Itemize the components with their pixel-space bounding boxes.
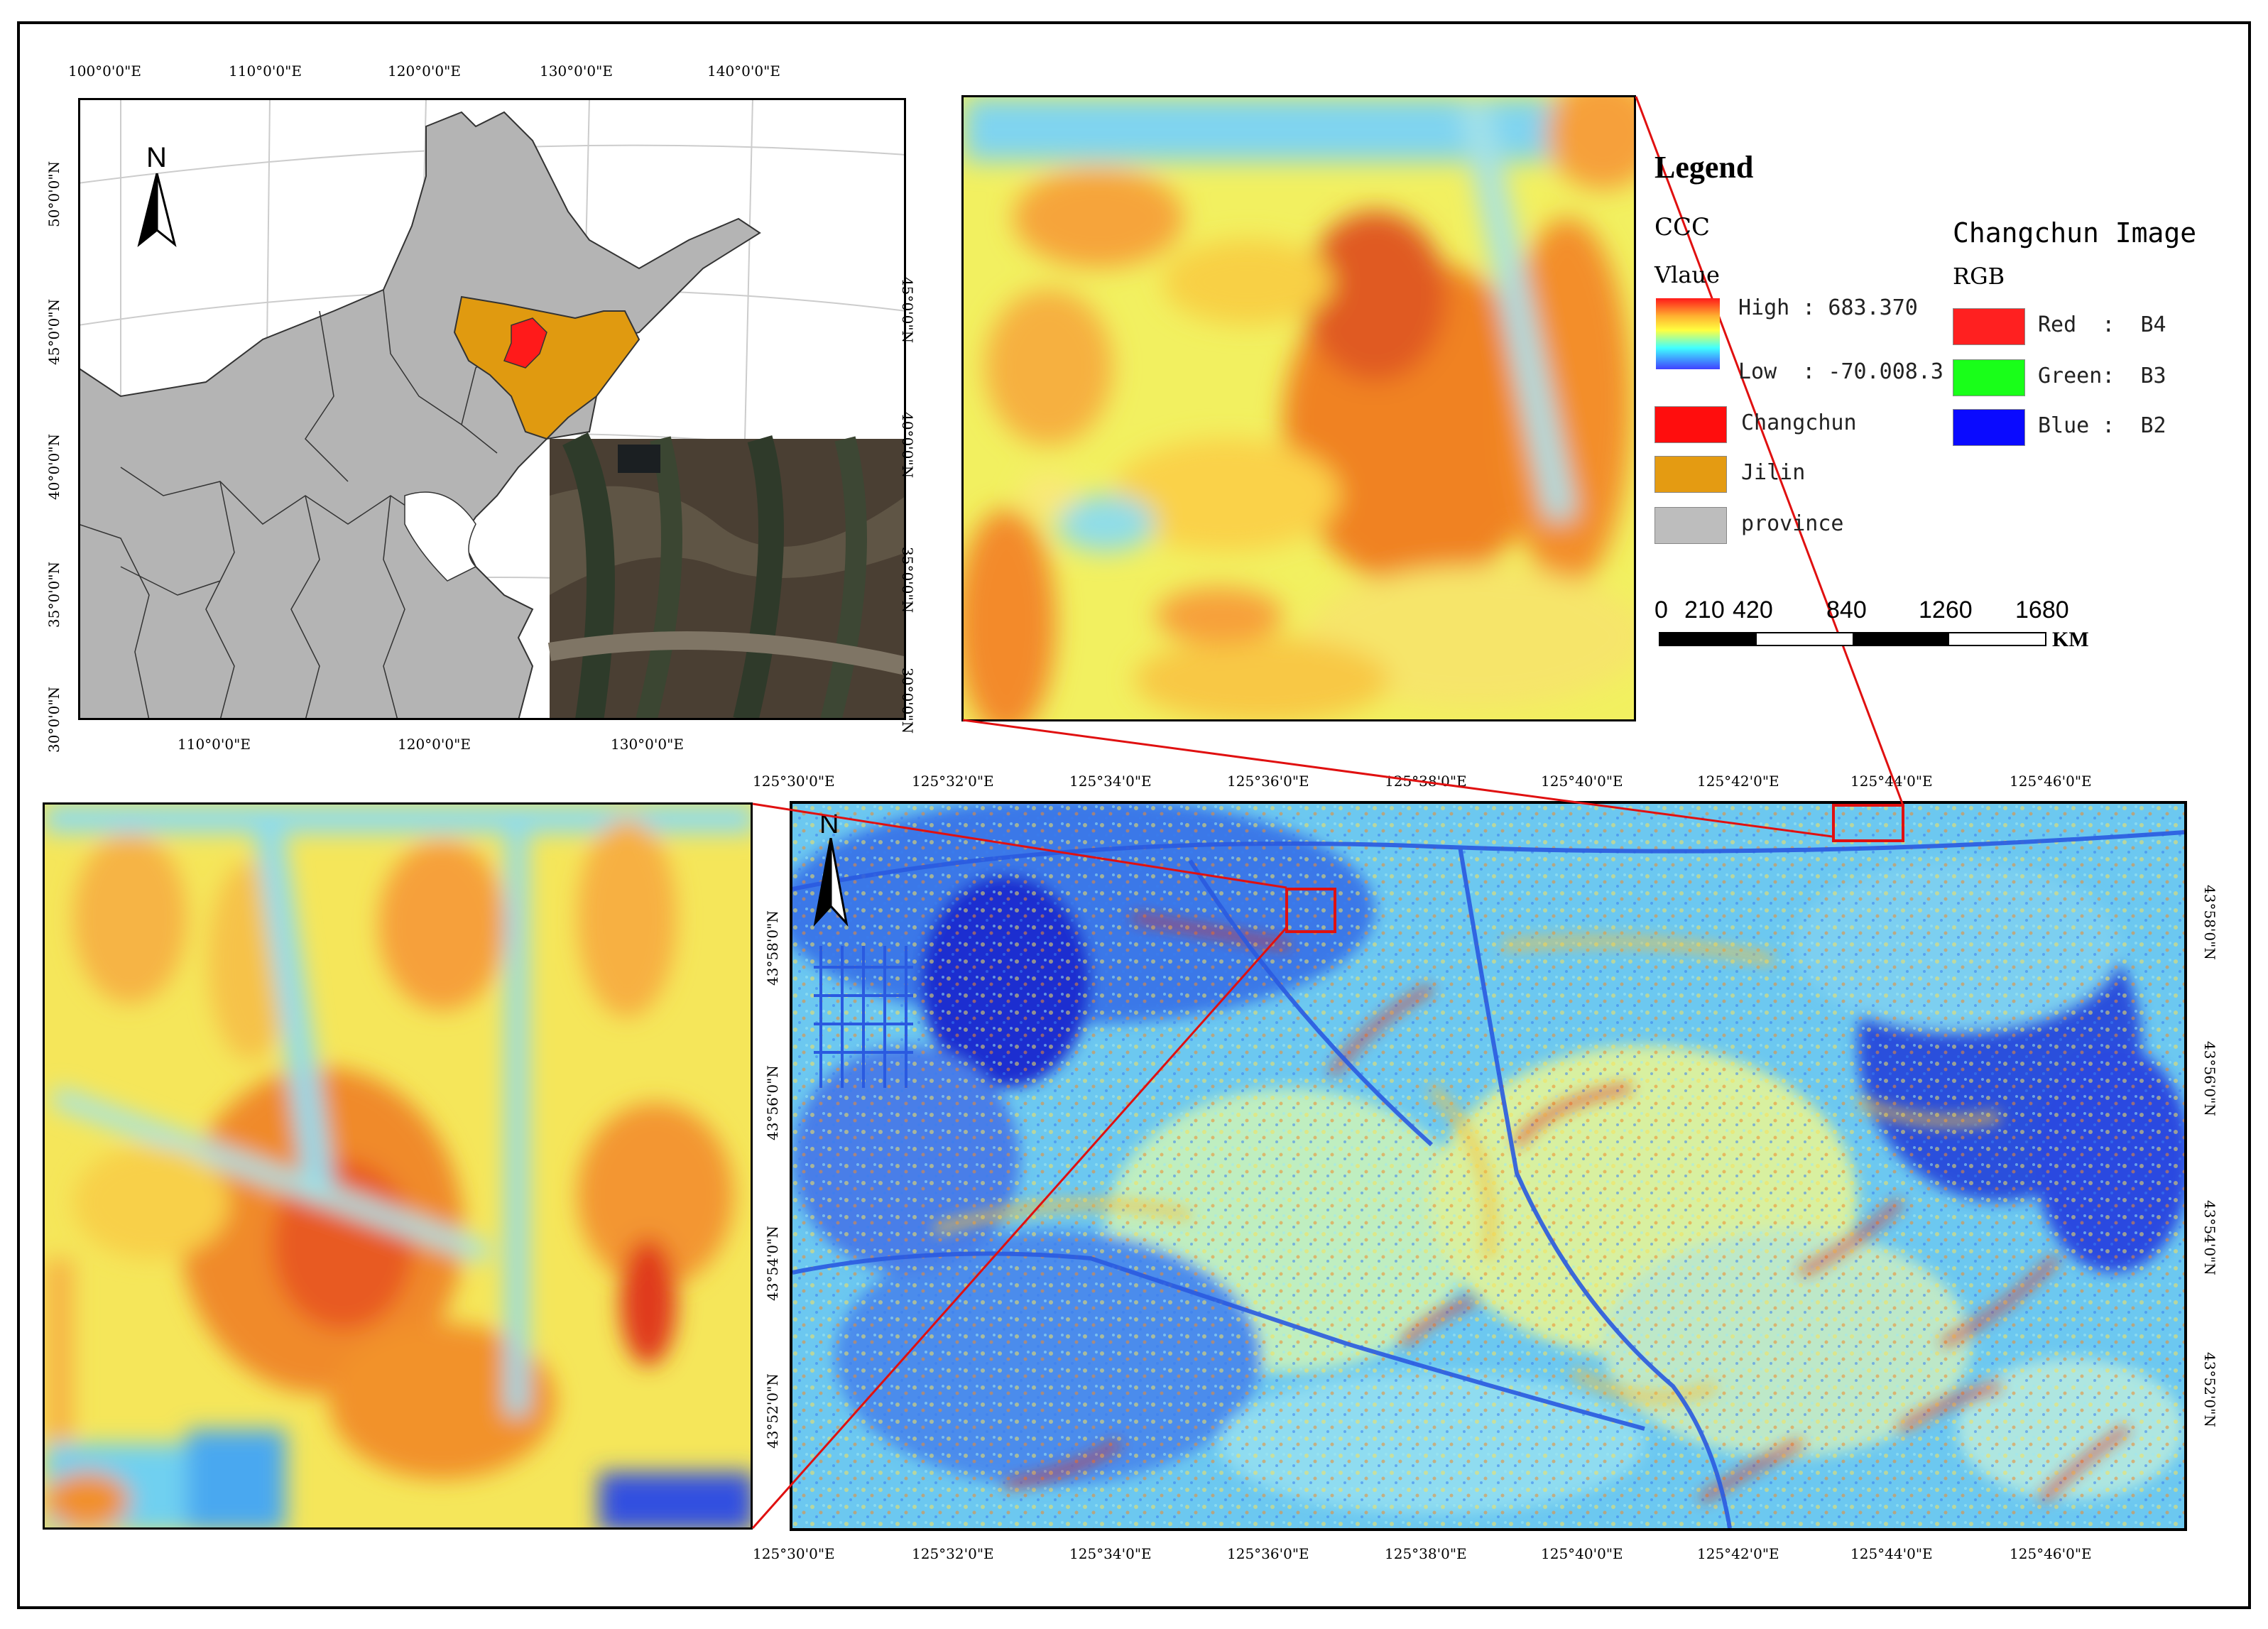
- main-top-lon-5: 125°40'0"E: [1541, 773, 1623, 790]
- main-top-lon-0: 125°30'0"E: [753, 773, 835, 790]
- main-bottom-lon-1: 125°32'0"E: [912, 1545, 994, 1562]
- overview-right-lat-0: 45°0'0"N: [899, 277, 916, 344]
- main-bottom-lon-2: 125°34'0"E: [1069, 1545, 1152, 1562]
- overview-right-lat-3: 30°0'0"N: [899, 668, 916, 734]
- legend-blue-label: Blue : B2: [2038, 413, 2166, 438]
- scale-label-4: 1260: [1919, 596, 1973, 623]
- overview-bottom-lon-0: 110°0'0"E: [178, 736, 251, 753]
- province-landmass: [78, 111, 761, 720]
- overview-left-lat-2: 40°0'0"N: [45, 433, 62, 500]
- overview-north-label: N: [146, 142, 167, 173]
- main-right-lat-3: 43°52'0"N: [2201, 1352, 2218, 1427]
- legend-swatch-red: [1953, 308, 2025, 345]
- scale-unit: KM: [2052, 628, 2089, 651]
- main-top-lon-1: 125°32'0"E: [912, 773, 994, 790]
- main-left-lat-2: 43°54'0"N: [764, 1226, 781, 1301]
- main-bottom-lon-4: 125°38'0"E: [1385, 1545, 1467, 1562]
- legend-panel: Legend CCC Vlaue High : 683.370 Low : -7…: [1654, 149, 2244, 660]
- overview-left-lat-1: 45°0'0"N: [45, 298, 62, 365]
- scale-label-1: 210: [1684, 596, 1725, 623]
- legend-province-label: province: [1741, 511, 1844, 536]
- main-north-label: N: [819, 810, 839, 839]
- main-bottom-lon-8: 125°46'0"E: [2010, 1545, 2092, 1562]
- overview-map: N: [78, 98, 906, 720]
- scale-bar: 0 210 420 840 1260 1680 KM: [1654, 596, 2109, 660]
- main-top-lon-7: 125°44'0"E: [1850, 773, 1933, 790]
- overview-left-lat-3: 35°0'0"N: [45, 561, 62, 628]
- overview-top-lon-0: 100°0'0"E: [68, 62, 141, 80]
- overview-north-arrow: N: [132, 142, 182, 249]
- north-arrow-icon: [137, 173, 177, 247]
- main-bottom-lon-6: 125°42'0"E: [1697, 1545, 1779, 1562]
- scale-label-0: 0: [1654, 596, 1668, 623]
- legend-swatch-province: [1654, 507, 1727, 544]
- main-ccc-map-svg: [792, 804, 2184, 1528]
- zoom-box-a: [1285, 888, 1336, 933]
- main-ccc-map: N: [790, 801, 2187, 1531]
- scale-label-3: 840: [1826, 596, 1867, 623]
- legend-swatch-jilin: [1654, 456, 1727, 493]
- main-left-lat-0: 43°58'0"N: [764, 910, 781, 986]
- overview-map-svg: [78, 98, 906, 720]
- ccc-color-ramp: [1656, 298, 1720, 369]
- main-right-lat-0: 43°58'0"N: [2201, 885, 2218, 960]
- main-bottom-lon-3: 125°36'0"E: [1227, 1545, 1309, 1562]
- zoom-panel-left: [43, 802, 753, 1530]
- overview-right-lat-2: 35°0'0"N: [899, 547, 916, 614]
- main-top-lon-4: 125°38'0"E: [1385, 773, 1467, 790]
- main-bottom-lon-0: 125°30'0"E: [753, 1545, 835, 1562]
- overview-top-lon-4: 140°0'0"E: [707, 62, 780, 80]
- main-bottom-lon-5: 125°40'0"E: [1541, 1545, 1623, 1562]
- legend-red-label: Red : B4: [2038, 312, 2166, 337]
- overview-bottom-lon-1: 120°0'0"E: [398, 736, 471, 753]
- main-north-arrow: N: [809, 810, 852, 930]
- legend-jilin-label: Jilin: [1741, 460, 1806, 485]
- main-left-lat-1: 43°56'0"N: [764, 1065, 781, 1140]
- legend-changchun-label: Changchun: [1741, 410, 1857, 435]
- overview-bottom-lon-2: 130°0'0"E: [611, 736, 684, 753]
- scale-label-5: 1680: [2015, 596, 2069, 623]
- satellite-inset-image: [547, 432, 906, 720]
- legend-swatch-green: [1953, 359, 2025, 396]
- legend-image-title: Changchun Image: [1953, 217, 2197, 249]
- zoom-panel-left-svg: [45, 805, 751, 1527]
- legend-high-label: High : 683.370: [1738, 295, 1918, 320]
- main-north-arrow-icon: [813, 838, 849, 927]
- zoom-panel-top-svg: [964, 97, 1634, 719]
- legend-swatch-blue: [1953, 409, 2025, 446]
- zoom-panel-top: [961, 95, 1636, 721]
- main-bottom-lon-7: 125°44'0"E: [1850, 1545, 1933, 1562]
- legend-value-label: Vlaue: [1654, 261, 1720, 288]
- legend-green-label: Green: B3: [2038, 364, 2166, 388]
- main-right-lat-2: 43°54'0"N: [2201, 1200, 2218, 1275]
- legend-low-label: Low : -70.008.3: [1738, 359, 1943, 384]
- legend-ccc-label: CCC: [1654, 213, 1711, 241]
- overview-top-lon-2: 120°0'0"E: [388, 62, 461, 80]
- overview-left-lat-4: 30°0'0"N: [45, 686, 62, 753]
- main-right-lat-1: 43°56'0"N: [2201, 1041, 2218, 1116]
- overview-top-lon-1: 110°0'0"E: [229, 62, 302, 80]
- jilin-province: [453, 295, 640, 440]
- main-top-lon-8: 125°46'0"E: [2010, 773, 2092, 790]
- legend-rgb-label: RGB: [1953, 263, 2005, 290]
- overview-top-lon-3: 130°0'0"E: [540, 62, 613, 80]
- main-top-lon-3: 125°36'0"E: [1227, 773, 1309, 790]
- scale-bar-segments: [1659, 632, 2046, 646]
- legend-swatch-changchun: [1654, 406, 1727, 443]
- overview-right-lat-1: 40°0'0"N: [899, 412, 916, 479]
- scale-label-2: 420: [1733, 596, 1773, 623]
- legend-title: Legend: [1654, 150, 1754, 185]
- main-top-lon-6: 125°42'0"E: [1697, 773, 1779, 790]
- main-top-lon-2: 125°34'0"E: [1069, 773, 1152, 790]
- changchun-city: [503, 317, 547, 369]
- main-left-lat-3: 43°52'0"N: [764, 1373, 781, 1449]
- outer-map-frame: [17, 21, 2251, 1609]
- overview-left-lat-0: 50°0'0"N: [45, 160, 62, 227]
